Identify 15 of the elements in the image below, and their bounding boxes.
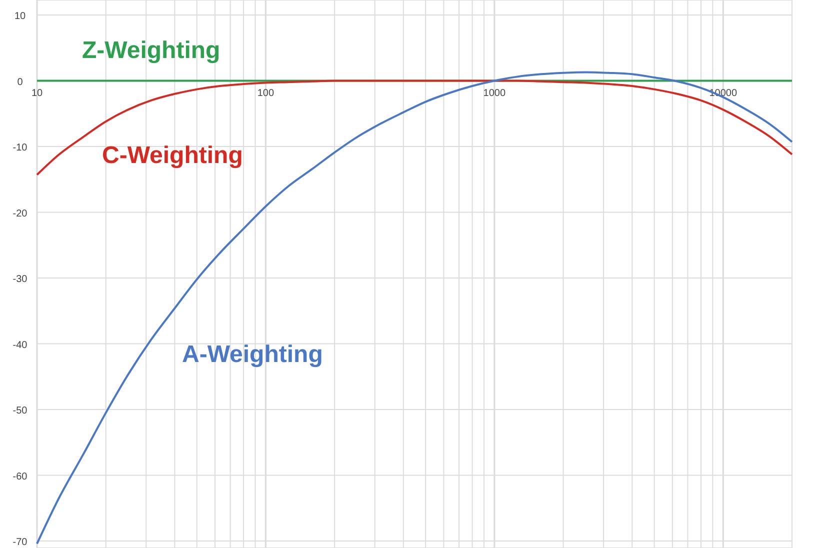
x-tick-label: 100 bbox=[257, 88, 274, 99]
y-tick-label: -30 bbox=[12, 274, 28, 286]
y-tick-label: -60 bbox=[12, 471, 28, 482]
x-tick-label: 1000 bbox=[483, 88, 506, 99]
y-tick-label: -40 bbox=[12, 340, 28, 351]
y-tick-label: 0 bbox=[17, 76, 24, 88]
series-label: Z-Weighting bbox=[82, 37, 220, 64]
series-label: A-Weighting bbox=[182, 341, 323, 368]
y-tick-label: -10 bbox=[12, 142, 28, 154]
series-label: C-Weighting bbox=[102, 142, 243, 169]
y-tick-label: -20 bbox=[12, 208, 28, 220]
x-tick-label: 10 bbox=[31, 88, 43, 99]
y-tick-label: -70 bbox=[12, 537, 28, 548]
y-tick-label: -50 bbox=[12, 406, 28, 417]
y-tick-label: 10 bbox=[14, 11, 26, 22]
